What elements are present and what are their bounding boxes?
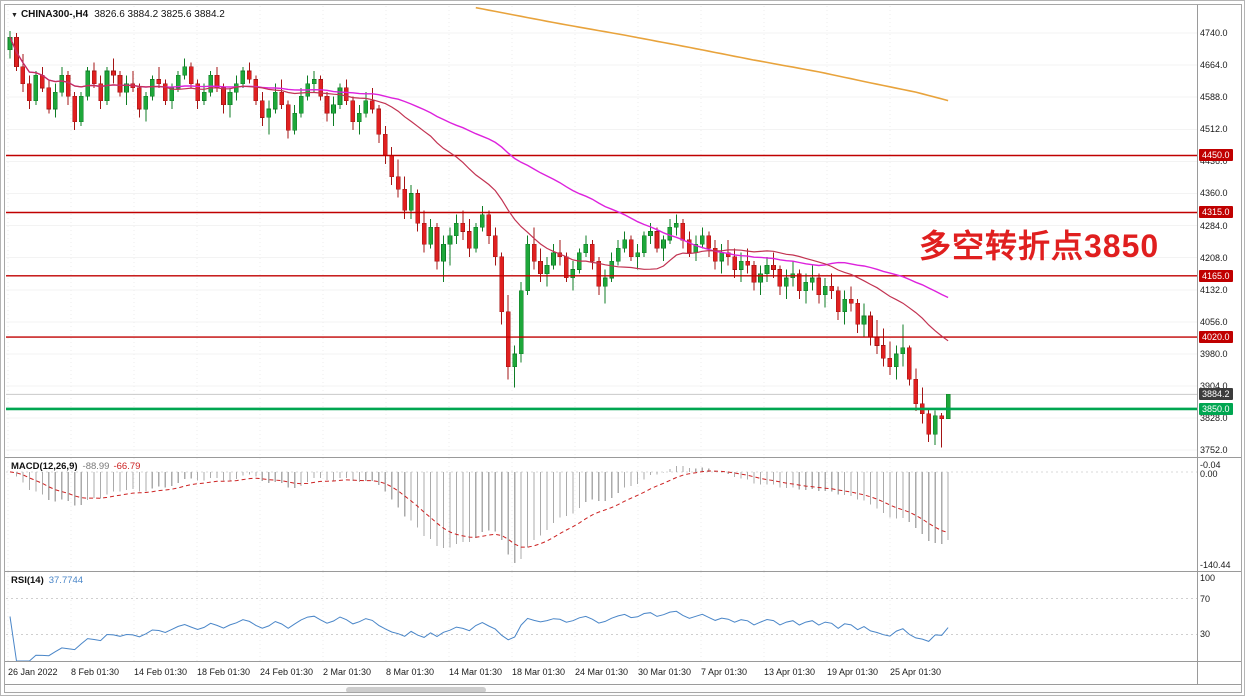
price-level-tag: 4315.0	[1199, 206, 1233, 218]
price-level-tag: 4165.0	[1199, 270, 1233, 282]
ma-fast-line	[9, 36, 949, 342]
macd-histogram	[15, 465, 949, 564]
price-level-tag: 3884.2	[1199, 388, 1233, 400]
price-level-tag: 3850.0	[1199, 403, 1233, 415]
price-axis-label: 4512.0	[1200, 124, 1228, 134]
time-axis-label: 7 Apr 01:30	[701, 667, 748, 677]
macd-indicator-canvas[interactable]	[6, 458, 1197, 571]
panel-separator[interactable]	[5, 571, 1242, 572]
time-axis-label: 18 Mar 01:30	[512, 667, 566, 677]
panel-separator[interactable]	[5, 457, 1242, 458]
annotation-text: 多空转折点3850	[919, 228, 1160, 264]
rsi-indicator-canvas[interactable]	[6, 572, 1197, 661]
price-level-tag: 4450.0	[1199, 149, 1233, 161]
panel-separator[interactable]	[5, 661, 1242, 662]
rsi-line	[9, 610, 949, 661]
time-axis-label: 14 Mar 01:30	[449, 667, 503, 677]
rsi-header: RSI(14) 37.7744	[11, 575, 83, 586]
time-axis-label: 8 Mar 01:30	[386, 667, 435, 677]
ohlc-values: 3826.6 3884.2 3825.6 3884.2	[94, 9, 225, 20]
time-axis-label: 14 Feb 01:30	[134, 667, 188, 677]
panel-separator	[5, 684, 1242, 685]
price-axis-label: 4436.0	[1200, 156, 1228, 166]
time-axis[interactable]: 26 Jan 2022 8 Feb 01:30 14 Feb 01:30 18 Feb…	[1, 665, 1244, 683]
horizontal-scrollbar[interactable]	[5, 686, 1242, 695]
price-axis-label: 3980.0	[1200, 349, 1228, 359]
time-axis-label: 2 Mar 01:30	[323, 667, 372, 677]
price-axis-label: 4360.0	[1200, 188, 1228, 198]
price-axis[interactable]: 4740.0 4664.0 4588.0 4512.0 4436.0 4360.0 4284…	[1199, 1, 1244, 691]
main-chart-canvas[interactable]	[6, 6, 1197, 457]
rsi-label: RSI(14)	[11, 575, 44, 586]
macd-signal-line	[9, 470, 949, 548]
price-axis-label: 4588.0	[1200, 92, 1228, 102]
rsi-axis-label: 70	[1200, 594, 1211, 604]
macd-signal-value: -66.79	[113, 461, 141, 472]
price-axis-separator	[1197, 5, 1198, 684]
price-axis-label: 3752.0	[1200, 445, 1228, 455]
time-axis-label: 13 Apr 01:30	[764, 667, 816, 677]
macd-label: MACD(12,26,9)	[11, 461, 78, 472]
price-axis-label: 4664.0	[1200, 60, 1228, 70]
rsi-axis-label: 30	[1200, 629, 1211, 639]
price-axis-label: 4208.0	[1200, 253, 1228, 263]
macd-axis-label: -140.44	[1200, 560, 1231, 570]
ma-long-line	[475, 6, 949, 102]
symbol-marker-icon: ▼	[11, 12, 18, 19]
macd-axis-label: -0.04	[1200, 460, 1221, 470]
time-axis-label: 8 Feb 01:30	[71, 667, 120, 677]
time-axis-label: 24 Mar 01:30	[575, 667, 629, 677]
price-axis-label: 4056.0	[1200, 317, 1228, 327]
symbol-period-label: CHINA300-,H4	[20, 9, 89, 20]
rsi-value: 37.7744	[48, 575, 84, 586]
price-axis-label: 3828.0	[1200, 413, 1228, 423]
price-axis-label: 4284.0	[1200, 221, 1228, 231]
rsi-axis-label: 100	[1200, 573, 1216, 583]
macd-axis-label: 0.00	[1200, 469, 1218, 479]
time-axis-label: 19 Apr 01:30	[827, 667, 879, 677]
price-level-tag: 4020.0	[1199, 331, 1233, 343]
macd-header: MACD(12,26,9) -88.99 -66.79	[11, 461, 140, 472]
macd-main-value: -88.99	[82, 461, 110, 472]
scrollbar-thumb[interactable]	[346, 687, 486, 693]
time-axis-label: 26 Jan 2022	[8, 667, 58, 677]
time-axis-label: 30 Mar 01:30	[638, 667, 692, 677]
candles	[7, 30, 951, 448]
price-axis-label: 4132.0	[1200, 285, 1228, 295]
chart-header: ▼ CHINA300-,H4 3826.6 3884.2 3825.6 3884.2	[11, 9, 225, 20]
time-axis-label: 18 Feb 01:30	[197, 667, 251, 677]
price-axis-label: 3904.0	[1200, 381, 1228, 391]
time-axis-label: 24 Feb 01:30	[260, 667, 314, 677]
time-axis-label: 25 Apr 01:30	[890, 667, 942, 677]
price-axis-label: 4740.0	[1200, 28, 1228, 38]
